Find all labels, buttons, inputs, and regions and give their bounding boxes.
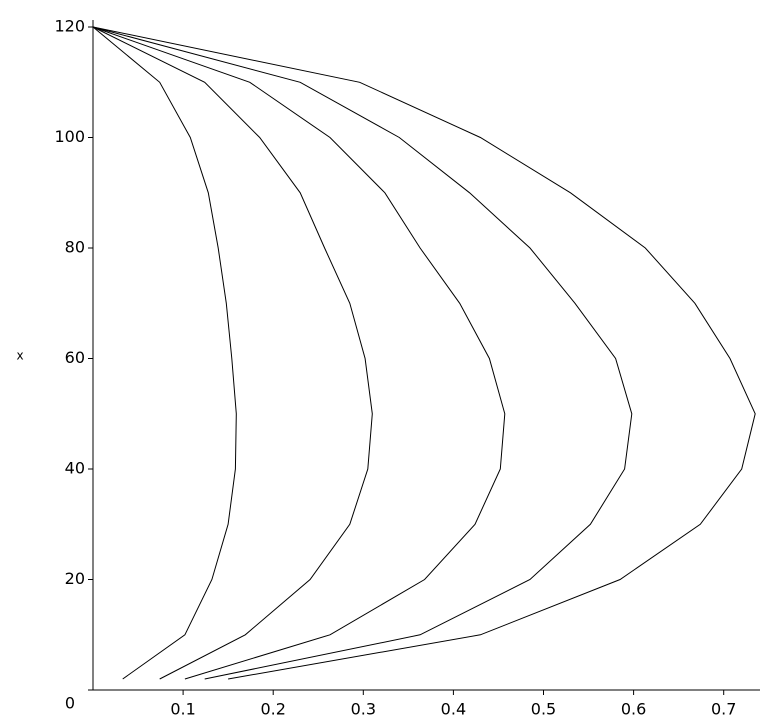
x-tick-label: 20	[65, 569, 85, 588]
y-tick-label: 0.6	[621, 700, 646, 719]
x-tick-label: 100	[54, 127, 85, 146]
curve	[92, 26, 506, 680]
axis-label: x	[16, 349, 23, 363]
y-tick-label: 0.4	[441, 700, 466, 719]
y-tick-label: 0.3	[351, 700, 376, 719]
curve	[92, 26, 373, 680]
curve	[92, 26, 237, 680]
x-tick-label: 120	[54, 17, 85, 36]
curve	[92, 26, 756, 680]
x-tick-label: 40	[65, 459, 85, 478]
y-tick-label: 0.5	[531, 700, 556, 719]
y-tick-label: 0.1	[170, 700, 195, 719]
x-tick-label: 80	[65, 238, 85, 257]
y-tick-label: 0.2	[260, 700, 285, 719]
x-tick-label: 0	[65, 694, 75, 713]
curve	[92, 26, 633, 680]
x-tick-label: 60	[65, 348, 85, 367]
y-tick-label: 0.7	[711, 700, 736, 719]
